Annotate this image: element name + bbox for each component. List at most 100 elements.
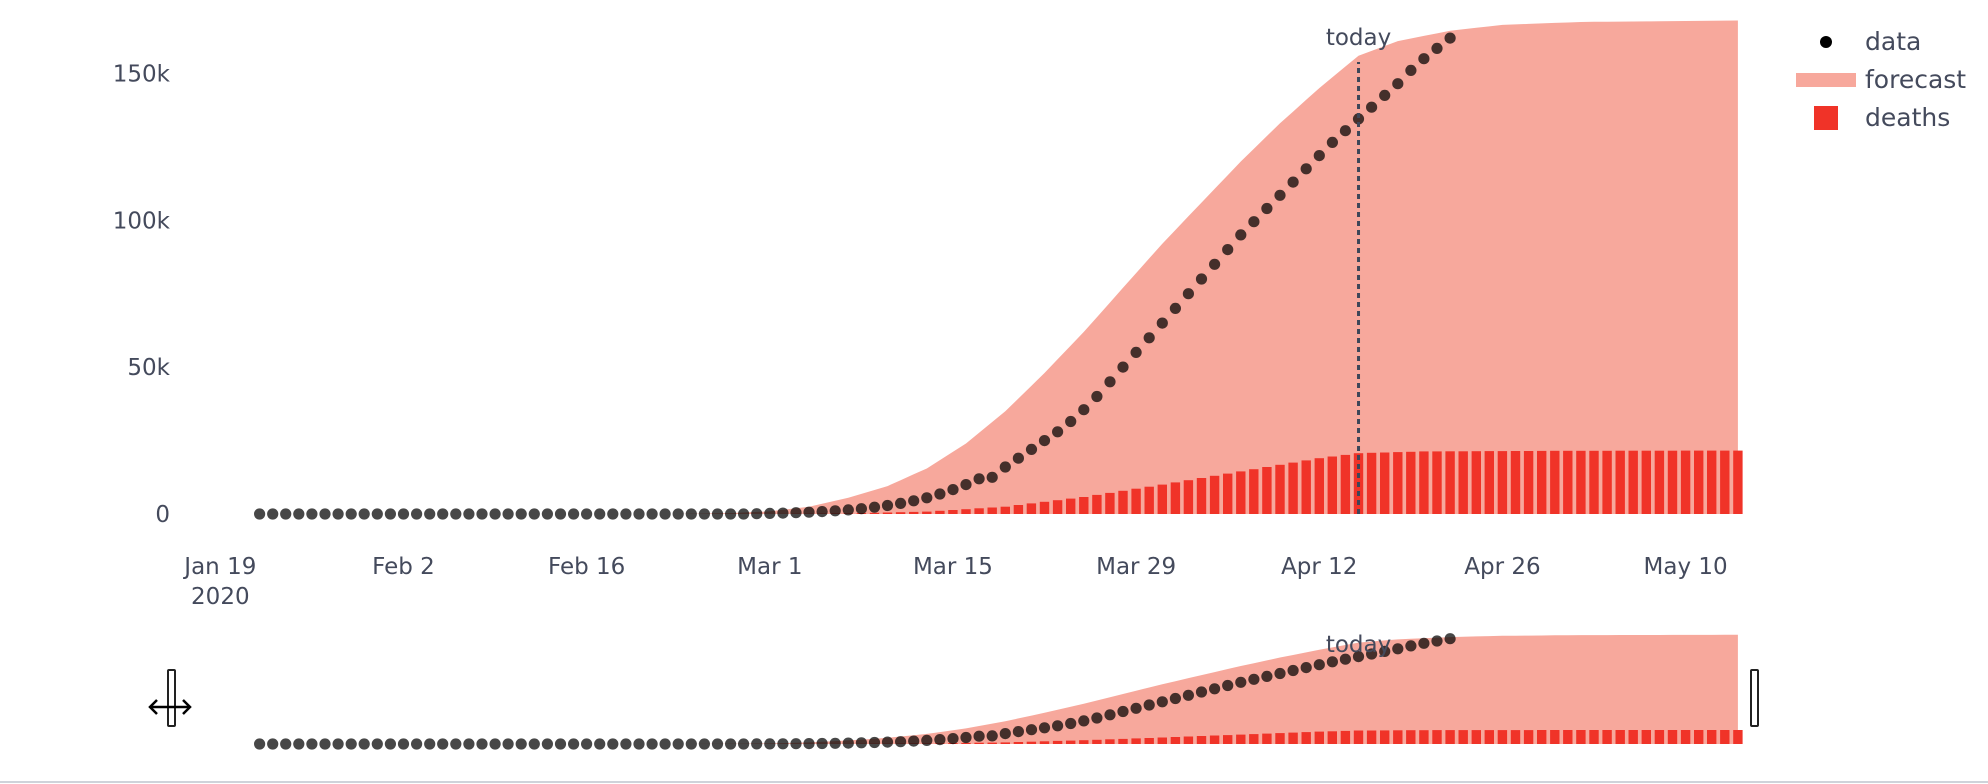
data-point — [1025, 724, 1038, 736]
data-point — [254, 508, 266, 520]
legend-label: forecast — [1865, 65, 1966, 94]
data-point — [293, 508, 305, 520]
data-point — [790, 738, 802, 750]
deaths-bar — [1288, 462, 1298, 514]
data-point — [1195, 273, 1208, 285]
deaths-bar — [987, 507, 997, 514]
data-point — [790, 507, 802, 519]
data-point — [659, 738, 671, 750]
deaths-bar — [1000, 506, 1010, 514]
data-point — [672, 738, 684, 750]
deaths-bar — [1196, 736, 1207, 744]
deaths-bar — [1301, 460, 1311, 514]
deaths-bar — [1026, 741, 1037, 744]
x-tick-label: Apr 12 — [1281, 554, 1357, 580]
data-point — [371, 738, 383, 750]
data-point — [829, 505, 841, 517]
deaths-bar — [1641, 450, 1651, 514]
deaths-bar — [1380, 730, 1390, 744]
today-annotation: today — [1326, 25, 1391, 51]
deaths-bar — [1471, 451, 1481, 514]
deaths-bar — [1209, 475, 1220, 514]
deaths-bar — [961, 509, 971, 514]
data-point — [1300, 662, 1312, 674]
data-point — [1078, 715, 1090, 727]
data-point — [280, 738, 292, 750]
data-point — [1143, 699, 1155, 711]
deaths-bar — [1406, 451, 1416, 514]
deaths-bar — [1523, 451, 1534, 514]
data-point — [515, 508, 527, 520]
deaths-bar — [1079, 497, 1089, 514]
deaths-bar — [961, 742, 971, 744]
data-point — [646, 508, 658, 520]
x-tick-label: Feb 16 — [548, 554, 625, 580]
data-point — [489, 738, 501, 750]
deaths-bar — [1275, 733, 1285, 744]
deaths-bar — [1680, 450, 1691, 514]
data-point — [463, 738, 475, 750]
data-point — [411, 508, 423, 520]
data-point — [973, 730, 985, 742]
deaths-bar — [1654, 450, 1665, 514]
data-point — [1313, 659, 1325, 671]
deaths-bar — [895, 512, 906, 514]
legend-item-deaths[interactable]: deaths — [1814, 103, 1950, 132]
deaths-bar — [1144, 486, 1154, 514]
deaths-bar — [1314, 731, 1324, 744]
data-point — [751, 738, 763, 750]
data-point — [672, 508, 684, 520]
data-point — [973, 473, 985, 485]
data-point — [855, 503, 868, 515]
data-point — [868, 501, 881, 513]
data-point — [568, 738, 580, 750]
data-point — [1130, 346, 1142, 358]
data-point — [1182, 689, 1194, 701]
range-slider-handles[interactable] — [148, 669, 1759, 727]
data-point — [293, 738, 305, 750]
data-point — [764, 507, 776, 519]
deaths-bar — [1052, 740, 1063, 744]
deaths-bar — [1628, 450, 1638, 514]
data-point — [934, 734, 946, 746]
x-tick-sublabel: 2020 — [191, 584, 250, 610]
forecast-area — [678, 20, 1738, 514]
deaths-bar — [1563, 450, 1573, 514]
range-slider-plot[interactable]: today — [254, 632, 1743, 750]
deaths-bar — [1170, 482, 1181, 514]
data-point — [777, 738, 789, 750]
deaths-bar — [1576, 730, 1586, 744]
data-point — [1326, 136, 1338, 148]
data-point — [738, 508, 750, 520]
resize-cursor-icon — [148, 699, 192, 715]
data-point — [1444, 633, 1456, 645]
deaths-bar — [1694, 730, 1704, 744]
data-point — [725, 508, 737, 520]
deaths-bar — [1249, 469, 1259, 514]
data-point — [476, 508, 488, 520]
data-point — [1248, 216, 1260, 228]
deaths-bar — [1445, 730, 1455, 744]
x-axis: Jan 19 2020 Feb 2 Feb 16 Mar 1 Mar 15 Mar 29 Ap… — [182, 554, 1727, 610]
legend-item-forecast[interactable]: forecast — [1796, 65, 1966, 94]
data-point — [1392, 78, 1404, 90]
main-plot-area[interactable]: today — [254, 20, 1743, 520]
data-point — [332, 508, 344, 520]
data-point — [1405, 640, 1417, 652]
legend[interactable]: data forecast deaths — [1796, 27, 1966, 132]
data-point — [895, 736, 907, 748]
data-point — [358, 738, 370, 750]
data-point — [1274, 667, 1286, 680]
data-point — [1038, 435, 1051, 447]
data-point — [515, 738, 527, 750]
range-handle-left[interactable] — [167, 669, 176, 727]
legend-item-data[interactable]: data — [1820, 27, 1921, 56]
data-point — [397, 738, 410, 750]
data-point — [450, 508, 462, 520]
data-point — [345, 738, 357, 750]
data-point — [502, 508, 514, 520]
deaths-bar — [869, 512, 880, 514]
data-point — [947, 733, 959, 745]
range-handle-right[interactable] — [1750, 669, 1759, 727]
